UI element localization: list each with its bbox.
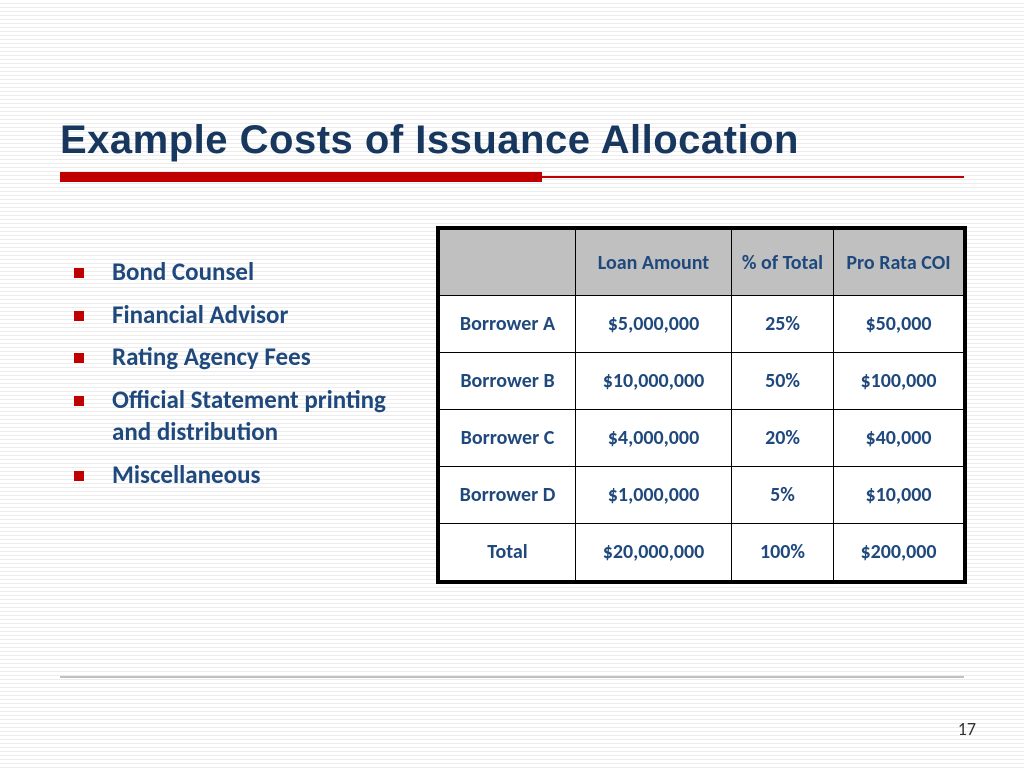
table-cell: $200,000 — [834, 524, 964, 581]
square-bullet-icon — [74, 353, 84, 363]
table-cell: $10,000,000 — [576, 353, 732, 410]
bullet-item: Rating Agency Fees — [74, 341, 424, 374]
bullet-text: Bond Counsel — [112, 256, 254, 289]
table-header-cell: Pro Rata COI — [834, 230, 964, 296]
table-cell: 25% — [732, 296, 834, 353]
table-row: Borrower C$4,000,00020%$40,000 — [440, 410, 964, 467]
bullet-item: Miscellaneous — [74, 459, 424, 492]
table-cell: Borrower A — [440, 296, 576, 353]
square-bullet-icon — [74, 396, 84, 406]
bullet-text: Rating Agency Fees — [112, 341, 311, 374]
allocation-table: Loan Amount % of Total Pro Rata COI Borr… — [439, 229, 964, 581]
table-cell: 100% — [732, 524, 834, 581]
table-header-cell: Loan Amount — [576, 230, 732, 296]
square-bullet-icon — [74, 268, 84, 278]
table-cell: $4,000,000 — [576, 410, 732, 467]
table-body: Borrower A$5,000,00025%$50,000Borrower B… — [440, 296, 964, 581]
bullet-text: Miscellaneous — [112, 459, 260, 492]
table-header-cell — [440, 230, 576, 296]
table-cell: 5% — [732, 467, 834, 524]
table-row: Borrower A$5,000,00025%$50,000 — [440, 296, 964, 353]
square-bullet-icon — [74, 311, 84, 321]
table-cell: $20,000,000 — [576, 524, 732, 581]
table-cell: $1,000,000 — [576, 467, 732, 524]
bullet-text: Official Statement printing and distribu… — [112, 384, 424, 449]
table-cell: $40,000 — [834, 410, 964, 467]
square-bullet-icon — [74, 471, 84, 481]
table-cell: Total — [440, 524, 576, 581]
underline-thin — [542, 176, 964, 178]
bullet-text: Financial Advisor — [112, 299, 288, 332]
bullet-item: Official Statement printing and distribu… — [74, 384, 424, 449]
table-cell: $50,000 — [834, 296, 964, 353]
table-cell: Borrower B — [440, 353, 576, 410]
table-cell: $10,000 — [834, 467, 964, 524]
table-header-row: Loan Amount % of Total Pro Rata COI — [440, 230, 964, 296]
table-cell: $100,000 — [834, 353, 964, 410]
table-row: Total$20,000,000100%$200,000 — [440, 524, 964, 581]
slide-title: Example Costs of Issuance Allocation — [60, 118, 799, 163]
table-row: Borrower D$1,000,0005%$10,000 — [440, 467, 964, 524]
table-cell: Borrower C — [440, 410, 576, 467]
bullet-item: Financial Advisor — [74, 299, 424, 332]
title-underline — [60, 172, 964, 182]
bullet-item: Bond Counsel — [74, 256, 424, 289]
table-cell: Borrower D — [440, 467, 576, 524]
footer-divider — [60, 676, 964, 678]
table-cell: 50% — [732, 353, 834, 410]
bullet-list: Bond Counsel Financial Advisor Rating Ag… — [74, 256, 424, 501]
table-cell: $5,000,000 — [576, 296, 732, 353]
table-cell: 20% — [732, 410, 834, 467]
slide: Example Costs of Issuance Allocation Bon… — [0, 0, 1024, 768]
table-row: Borrower B$10,000,00050%$100,000 — [440, 353, 964, 410]
page-number: 17 — [958, 718, 976, 740]
allocation-table-wrap: Loan Amount % of Total Pro Rata COI Borr… — [436, 226, 967, 584]
table-header-cell: % of Total — [732, 230, 834, 296]
underline-thick — [60, 172, 542, 182]
